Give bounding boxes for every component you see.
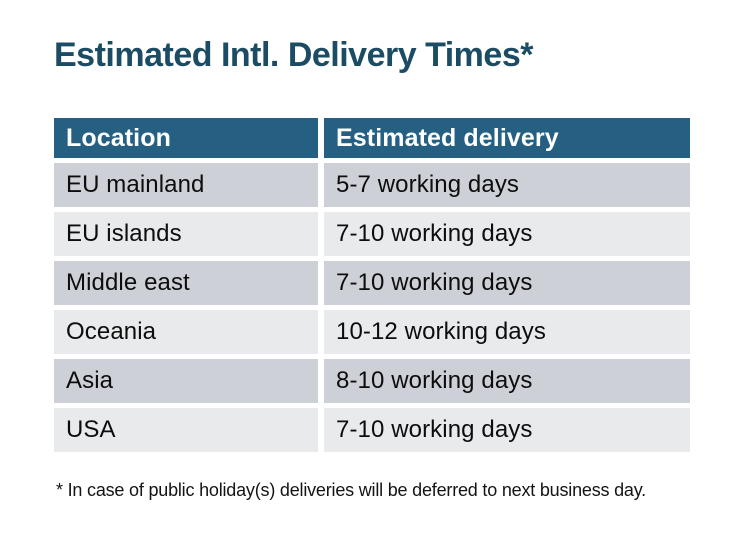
cell-location: Middle east <box>54 261 318 305</box>
cell-delivery: 7-10 working days <box>324 408 690 452</box>
cell-location: Oceania <box>54 310 318 354</box>
table-row: USA 7-10 working days <box>54 408 690 452</box>
table-row: EU mainland 5-7 working days <box>54 163 690 207</box>
footnote: * In case of public holiday(s) deliverie… <box>56 480 646 500</box>
delivery-times-table: Location Estimated delivery EU mainland … <box>54 118 690 452</box>
cell-delivery: 7-10 working days <box>324 212 690 256</box>
column-header-location: Location <box>54 118 318 158</box>
cell-delivery: 8-10 working days <box>324 359 690 403</box>
table-row: Middle east 7-10 working days <box>54 261 690 305</box>
cell-location: EU mainland <box>54 163 318 207</box>
cell-location: USA <box>54 408 318 452</box>
cell-delivery: 5-7 working days <box>324 163 690 207</box>
cell-delivery: 7-10 working days <box>324 261 690 305</box>
page-title: Estimated Intl. Delivery Times* <box>54 36 533 74</box>
table-row: Asia 8-10 working days <box>54 359 690 403</box>
cell-delivery: 10-12 working days <box>324 310 690 354</box>
table-row: Oceania 10-12 working days <box>54 310 690 354</box>
table-row: EU islands 7-10 working days <box>54 212 690 256</box>
table-header-row: Location Estimated delivery <box>54 118 690 158</box>
column-header-delivery: Estimated delivery <box>324 118 690 158</box>
cell-location: Asia <box>54 359 318 403</box>
cell-location: EU islands <box>54 212 318 256</box>
